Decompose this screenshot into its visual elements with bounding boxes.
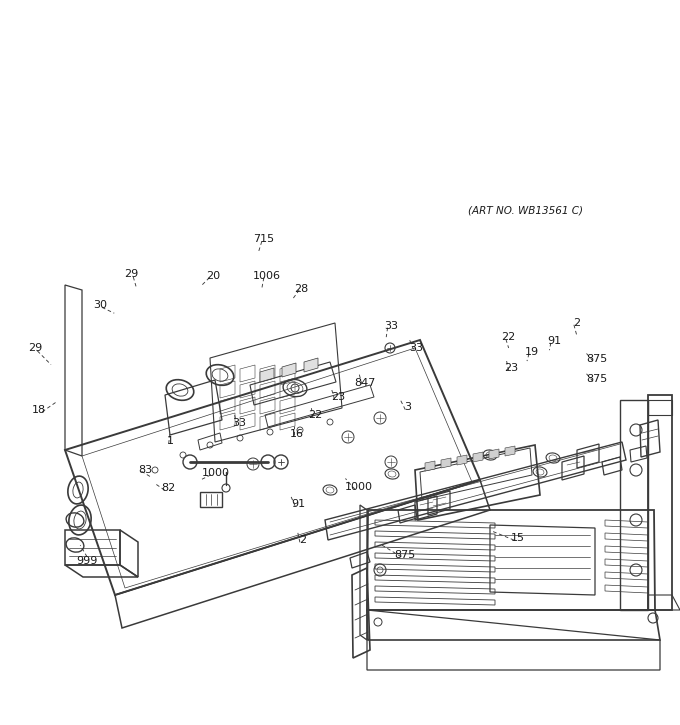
Text: 30: 30 xyxy=(93,299,107,310)
Text: 28: 28 xyxy=(294,283,308,294)
Text: 20: 20 xyxy=(206,270,220,281)
Text: 3: 3 xyxy=(405,402,411,413)
Text: 33: 33 xyxy=(409,343,423,353)
Text: 2: 2 xyxy=(573,318,580,328)
Text: 1: 1 xyxy=(167,436,173,446)
Text: 22: 22 xyxy=(502,332,515,342)
Text: 1000: 1000 xyxy=(345,482,373,492)
Text: 875: 875 xyxy=(586,354,608,364)
Text: 29: 29 xyxy=(124,269,138,279)
Polygon shape xyxy=(457,455,467,465)
Text: 847: 847 xyxy=(354,378,375,388)
Polygon shape xyxy=(489,449,499,459)
Text: 16: 16 xyxy=(290,428,303,439)
Polygon shape xyxy=(425,461,435,471)
Text: 1006: 1006 xyxy=(252,270,281,281)
Polygon shape xyxy=(505,446,515,456)
Text: 875: 875 xyxy=(394,550,415,560)
Text: 999: 999 xyxy=(76,556,98,566)
Text: 33: 33 xyxy=(233,418,246,428)
Polygon shape xyxy=(282,363,296,377)
Text: 91: 91 xyxy=(291,499,305,509)
Text: 91: 91 xyxy=(547,336,561,346)
Text: 83: 83 xyxy=(138,465,152,475)
Polygon shape xyxy=(473,452,483,462)
Text: 23: 23 xyxy=(505,363,518,373)
Polygon shape xyxy=(304,358,318,372)
Text: 2: 2 xyxy=(299,535,306,545)
Polygon shape xyxy=(260,368,274,382)
Text: (ART NO. WB13561 C): (ART NO. WB13561 C) xyxy=(468,205,583,215)
Text: 29: 29 xyxy=(29,343,42,353)
Text: 19: 19 xyxy=(525,347,539,357)
Text: 22: 22 xyxy=(309,410,322,420)
Text: 875: 875 xyxy=(586,374,608,384)
Text: 1000: 1000 xyxy=(202,468,231,478)
Text: 18: 18 xyxy=(32,405,46,415)
Polygon shape xyxy=(441,458,451,468)
Text: 82: 82 xyxy=(162,483,175,493)
Text: 715: 715 xyxy=(253,234,275,244)
Text: 23: 23 xyxy=(331,392,345,402)
Text: 15: 15 xyxy=(511,533,525,543)
Text: 33: 33 xyxy=(384,321,398,331)
